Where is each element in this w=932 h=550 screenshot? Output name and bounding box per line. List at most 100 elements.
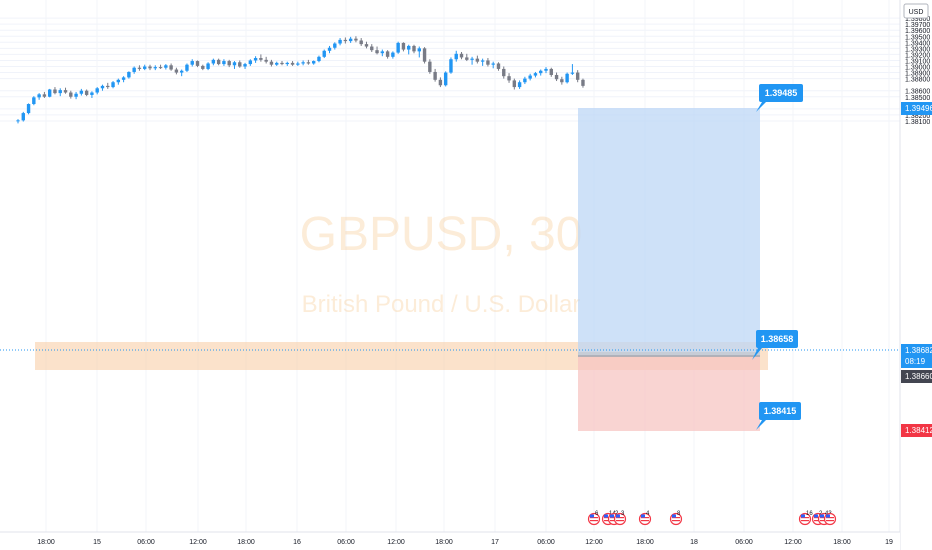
candle (459, 51, 464, 60)
candle (90, 91, 94, 98)
target-label-text: 1.39485 (765, 88, 798, 98)
candle-body (238, 62, 242, 67)
entry-label-box (756, 330, 798, 348)
time-axis-ticks: 18:00 15 06:00 12:00 18:00 16 06:00 12:00 18:00 1… (37, 539, 893, 546)
candle (438, 77, 443, 88)
event-marker[interactable]: 4 (638, 511, 652, 526)
candle (158, 64, 163, 69)
candle-body (507, 76, 511, 81)
flag-stripe (610, 520, 618, 522)
candle (201, 64, 205, 71)
candle-body (42, 94, 47, 97)
time-tick-label: 18:00 (636, 539, 654, 546)
price-tick-label: 1.39600 (905, 28, 930, 35)
candle (53, 87, 57, 95)
candle-body (443, 72, 448, 86)
flag-stripe (820, 520, 828, 522)
candle-body (438, 79, 443, 86)
target-price-tag-box (901, 102, 932, 115)
target-label-pointer (756, 102, 766, 112)
price-tick-label: 1.38200 (905, 113, 930, 120)
candle-body (454, 53, 458, 60)
candle (143, 64, 147, 71)
event-marker[interactable]: 3 (613, 511, 627, 526)
candle (238, 60, 242, 68)
time-tick-label: 12:00 (189, 539, 207, 546)
countdown-text: 08:19 (905, 357, 926, 366)
event-marker[interactable]: 16 (798, 511, 814, 526)
candle-body (58, 90, 62, 94)
entry-label-text: 1.38658 (761, 334, 794, 344)
candle-body (69, 92, 73, 97)
candle (544, 67, 548, 74)
candle-body (581, 79, 585, 86)
flag-canton (616, 514, 620, 518)
candle (47, 88, 52, 98)
time-axis-background (0, 532, 900, 550)
candle-body (422, 48, 427, 62)
candle (58, 88, 62, 97)
candle (391, 51, 395, 59)
candle-body (121, 77, 126, 80)
candle (32, 96, 36, 106)
candle-body (37, 94, 41, 98)
candle-body (401, 42, 406, 50)
time-tick-label: 18:00 (237, 539, 255, 546)
event-count: 4 (646, 511, 650, 517)
currency-button-label[interactable]: USD (909, 9, 924, 16)
watermark-description: British Pound / U.S. Dollar (302, 291, 581, 318)
currency-button[interactable]: USD (903, 3, 929, 19)
candle (454, 50, 458, 62)
candle-body (248, 60, 253, 65)
time-tick-label: 19 (885, 539, 893, 546)
event-marker[interactable]: 8 (669, 511, 683, 526)
long-position-tool[interactable] (578, 108, 760, 431)
event-marker[interactable] (823, 512, 837, 526)
entry-label[interactable]: 1.38658 (752, 330, 798, 360)
candle-body (575, 72, 580, 80)
candle (465, 53, 469, 62)
candle-body (296, 63, 300, 65)
candle (496, 62, 501, 71)
time-tick-label: 06:00 (137, 539, 155, 546)
economic-events[interactable]: 614234816243 (587, 511, 837, 526)
target-label[interactable]: 1.39485 (756, 84, 803, 112)
candle (385, 50, 390, 59)
target-zone[interactable] (578, 108, 760, 356)
currency-button-box[interactable] (903, 3, 929, 19)
candle (190, 59, 194, 67)
candle (301, 60, 305, 66)
candle-body (216, 59, 221, 65)
candle (74, 91, 78, 100)
candle (269, 59, 274, 67)
stop-label[interactable]: 1.38415 (756, 402, 801, 430)
entry-label-pointer (752, 348, 762, 360)
candle-body (269, 61, 274, 65)
candle (354, 36, 358, 43)
candle (417, 46, 421, 58)
candle (275, 61, 279, 66)
candle-body (301, 62, 305, 64)
candle (549, 67, 553, 77)
time-axis[interactable]: 18:00 15 06:00 12:00 18:00 16 06:00 12:00 18:00 1… (0, 531, 900, 550)
stop-zone[interactable] (578, 356, 760, 431)
flag-stripe (604, 520, 612, 522)
candle (296, 61, 300, 66)
candle (216, 58, 221, 66)
flag-stripe (616, 520, 624, 522)
candle-body (63, 90, 68, 93)
candle (195, 60, 200, 68)
candle-body (359, 40, 363, 45)
event-count: 6 (595, 511, 599, 517)
flag-canton (604, 514, 608, 518)
candle-body (137, 67, 142, 69)
price-axis[interactable]: 1.398001.397001.396001.395001.394001.393… (899, 0, 932, 550)
candle-body (227, 61, 231, 66)
candle (523, 76, 527, 85)
event-marker[interactable]: 6 (587, 511, 601, 526)
flag-stripe (616, 517, 624, 519)
candle-body (370, 46, 374, 51)
candle-body (169, 65, 173, 70)
candlestick-series (16, 36, 585, 124)
